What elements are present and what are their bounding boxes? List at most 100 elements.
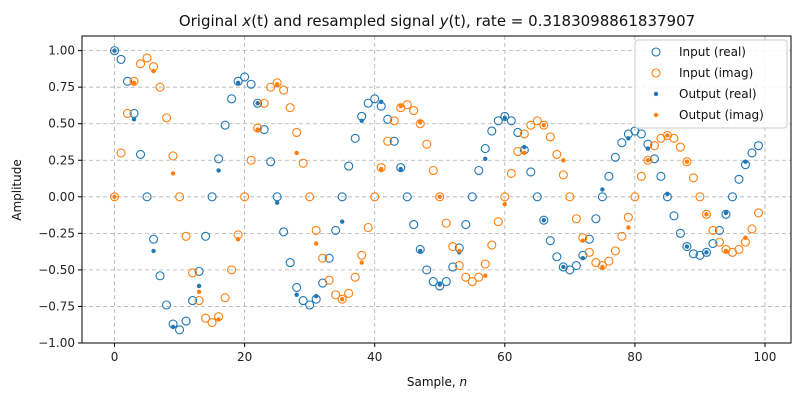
data-point	[255, 101, 260, 106]
data-point	[682, 241, 692, 252]
data-point	[461, 220, 471, 230]
data-point	[188, 268, 198, 278]
data-point	[734, 174, 744, 184]
data-point	[344, 161, 354, 171]
data-point	[675, 142, 685, 152]
data-point	[656, 171, 666, 181]
data-point	[274, 82, 280, 87]
data-point	[483, 273, 488, 278]
data-point	[188, 296, 198, 306]
data-point	[721, 209, 731, 219]
legend-label: Input (imag)	[679, 66, 753, 80]
data-point	[402, 192, 412, 202]
data-point	[379, 99, 384, 104]
data-point	[704, 250, 709, 255]
data-point	[435, 281, 445, 291]
data-point	[227, 265, 237, 275]
data-point	[363, 222, 373, 233]
data-point	[597, 192, 607, 202]
data-point	[708, 225, 718, 235]
data-point	[701, 247, 711, 257]
data-point	[600, 187, 605, 192]
data-point	[220, 120, 230, 130]
data-point	[135, 59, 146, 69]
legend-marker	[653, 91, 659, 97]
data-point	[235, 237, 241, 242]
data-point	[483, 156, 488, 161]
data-point	[201, 231, 211, 241]
legend-label: Output (real)	[679, 87, 757, 101]
data-point	[216, 168, 221, 173]
data-point	[129, 76, 139, 86]
data-point	[565, 192, 575, 202]
y-tick-label: −0.25	[38, 226, 75, 240]
data-point	[109, 46, 120, 56]
data-point	[112, 48, 117, 53]
data-point	[526, 120, 536, 130]
data-point	[723, 210, 729, 216]
data-point	[561, 158, 566, 163]
data-point	[500, 192, 510, 202]
data-point	[506, 116, 516, 126]
data-point	[480, 144, 490, 154]
data-point	[467, 277, 477, 287]
data-point	[743, 235, 748, 240]
data-point	[279, 85, 289, 95]
data-point	[701, 209, 711, 219]
data-point	[389, 136, 399, 146]
data-point	[359, 118, 364, 123]
data-point	[437, 194, 442, 200]
data-point	[422, 265, 432, 275]
data-point	[714, 225, 724, 235]
data-point	[357, 250, 367, 260]
legend-label: Input (real)	[679, 45, 746, 59]
data-point	[474, 272, 484, 282]
data-point	[415, 244, 425, 254]
series-input-imag	[109, 53, 764, 328]
data-point	[122, 76, 133, 86]
data-point	[600, 264, 605, 270]
x-tick-label: 100	[754, 350, 777, 364]
data-point	[584, 247, 594, 257]
legend-entry: Input (imag)	[651, 66, 753, 80]
y-axis-label: Amplitude	[10, 159, 24, 221]
data-point	[571, 214, 581, 224]
plot-frame	[81, 35, 792, 344]
data-point	[318, 253, 328, 263]
data-point	[610, 152, 620, 162]
data-point	[285, 103, 295, 113]
data-point	[541, 218, 547, 223]
data-point	[565, 265, 575, 275]
data-point	[233, 76, 243, 86]
data-point	[753, 208, 764, 218]
data-point	[743, 159, 748, 164]
data-point	[313, 241, 319, 246]
data-point	[461, 272, 471, 282]
data-points	[109, 46, 764, 335]
y-tick-label: 0.50	[48, 117, 75, 131]
data-point	[539, 120, 549, 130]
data-point	[196, 289, 202, 295]
legend-entry: Output (imag)	[653, 108, 764, 122]
data-point	[441, 218, 451, 228]
data-point	[480, 259, 490, 269]
data-point	[227, 94, 237, 104]
data-point	[331, 225, 341, 235]
data-point	[675, 228, 685, 238]
data-point	[259, 98, 269, 108]
data-point	[112, 194, 117, 200]
legend-marker	[653, 112, 659, 118]
y-tick-label: −1.00	[38, 336, 75, 350]
data-point	[194, 296, 204, 306]
data-point	[155, 271, 165, 281]
data-point	[175, 192, 185, 202]
data-point	[682, 157, 692, 167]
data-point	[409, 106, 419, 116]
data-point	[311, 225, 321, 235]
data-point	[168, 151, 178, 161]
y-tick-label: 0.25	[48, 153, 75, 167]
chart-title: Original x(t) and resampled signal y(t),…	[179, 12, 695, 30]
data-point	[626, 225, 631, 230]
data-point	[274, 200, 280, 205]
